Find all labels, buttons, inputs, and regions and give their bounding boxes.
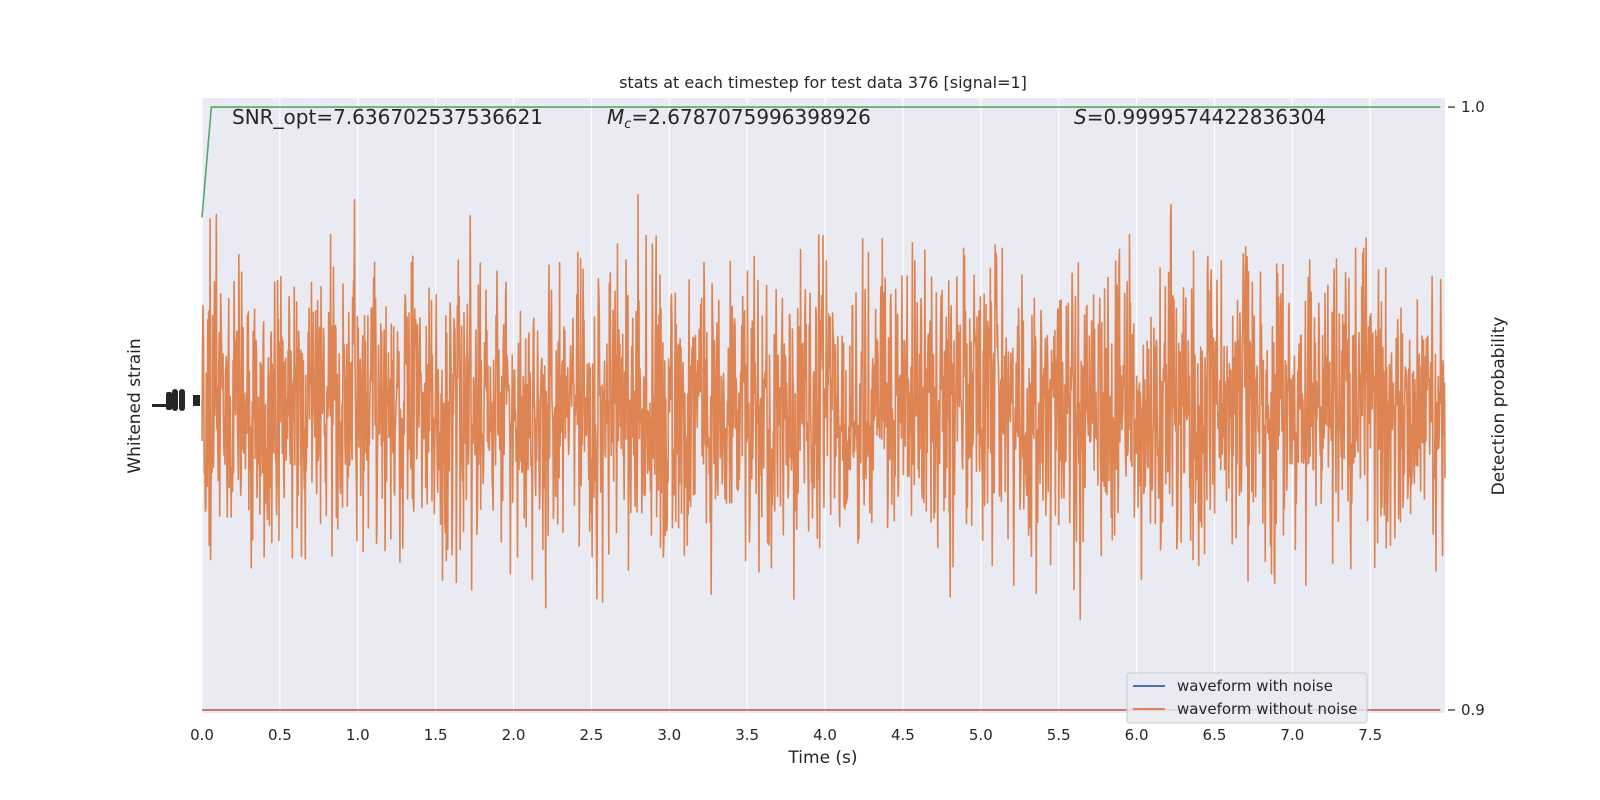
x-tick-label: 4.5 [891, 726, 915, 744]
x-tick-label: 7.0 [1280, 726, 1304, 744]
x-tick-label: 2.0 [502, 726, 526, 744]
mc-annotation: Mc=2.6787075996398926 [607, 105, 871, 132]
x-tick-label: 4.0 [813, 726, 837, 744]
detection-probability-line [201, 106, 1441, 218]
legend-label-with-noise: waveform with noise [1177, 677, 1333, 695]
x-tick-label: 5.0 [969, 726, 993, 744]
x-tick-label: 1.0 [346, 726, 370, 744]
left-axis-ticks [152, 389, 200, 411]
x-tick-label: 1.5 [424, 726, 448, 744]
x-tick-label: 5.5 [1047, 726, 1071, 744]
x-tick-label: 3.5 [735, 726, 759, 744]
s-annotation: S=0.9999574422836304 [1074, 105, 1326, 129]
chart-title: stats at each timestep for test data 376… [619, 73, 1027, 92]
legend: waveform with noise waveform without noi… [1126, 672, 1368, 724]
x-tick-label: 3.0 [657, 726, 681, 744]
x-tick-label: 0.0 [190, 726, 214, 744]
x-tick-label: 2.5 [579, 726, 603, 744]
waveform-layer [201, 193, 1446, 621]
x-tick-label: 6.5 [1203, 726, 1227, 744]
y-axis-label-left: Whitened strain [125, 338, 145, 473]
x-axis-label: Time (s) [787, 748, 857, 768]
waveform-without-noise-line [201, 193, 1446, 621]
x-tick-labels: 0.0 0.5 1.0 1.5 2.0 2.5 3.0 3.5 4.0 4.5 5.0 5.5 6.0 6… [190, 726, 1382, 744]
right-tick-label: 1.0 [1461, 98, 1485, 116]
snr-annotation: SNR_opt=7.636702537536621 [232, 105, 543, 129]
x-tick-label: 0.5 [268, 726, 292, 744]
y-axis-label-right: Detection probability [1489, 317, 1509, 496]
right-tick-labels: 1.0 0.9 [1448, 98, 1485, 719]
legend-label-without-noise: waveform without noise [1177, 700, 1357, 718]
x-tick-label: 6.0 [1125, 726, 1149, 744]
right-tick-label: 0.9 [1461, 701, 1485, 719]
x-tick-label: 7.5 [1358, 726, 1382, 744]
